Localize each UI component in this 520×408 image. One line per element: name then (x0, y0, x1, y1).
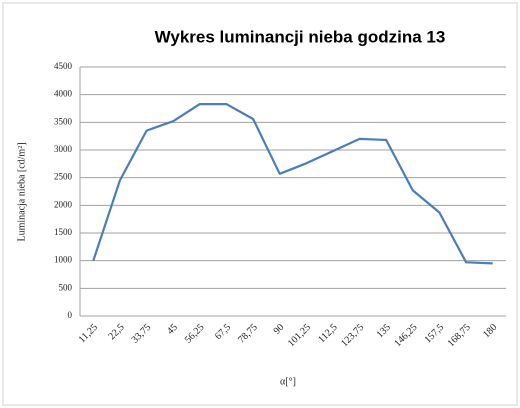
y-tick-label: 0 (68, 310, 73, 320)
y-tick-label: 2000 (54, 199, 73, 209)
y-tick-label: 1000 (54, 255, 73, 265)
line (92, 102, 493, 265)
y-tick-label: 4000 (54, 89, 73, 99)
y-tick-label: 4500 (54, 61, 73, 71)
y-axis-label: Luminacja nieba [cd/m²] (16, 142, 27, 241)
y-tick-label: 3000 (54, 144, 73, 154)
y-tick-label: 1500 (54, 227, 73, 237)
y-tick-label: 3500 (54, 116, 73, 126)
y-tick-label: 2500 (54, 172, 73, 182)
y-tick-label: 500 (59, 282, 73, 292)
chart-title: Wykres luminancji nieba godzina 13 (155, 27, 446, 46)
x-axis-label: α[°] (280, 376, 296, 387)
